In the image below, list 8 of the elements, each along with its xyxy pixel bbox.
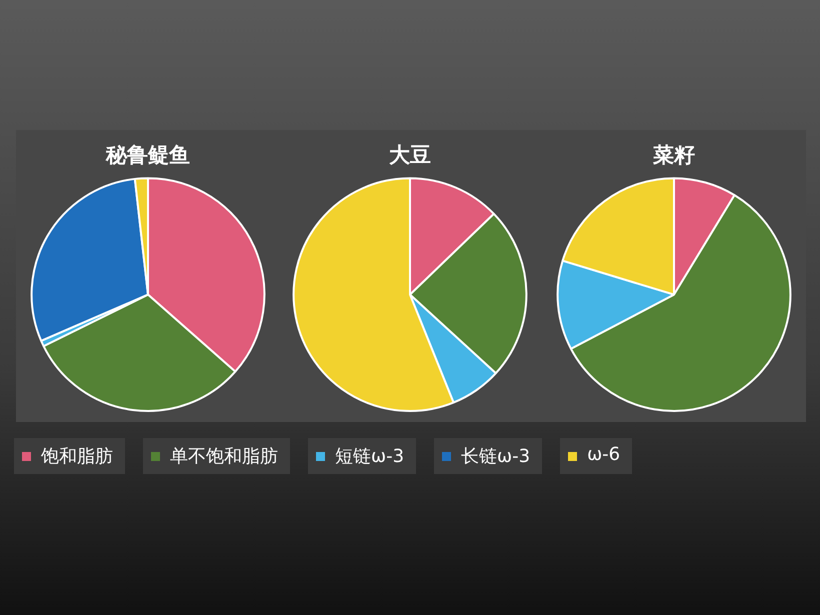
legend-label: 饱和脂肪	[41, 445, 113, 468]
legend-label: 长链ω-3	[461, 445, 530, 468]
slice-label: 菜籽	[652, 142, 695, 168]
legend-label: ω-6	[587, 444, 620, 465]
legend-label: 短链ω-3	[335, 445, 404, 468]
legend-label: 单不饱和脂肪	[170, 445, 278, 468]
slice-label: 秘鲁鳀鱼	[105, 142, 190, 168]
slice-label: 大豆	[389, 142, 431, 168]
